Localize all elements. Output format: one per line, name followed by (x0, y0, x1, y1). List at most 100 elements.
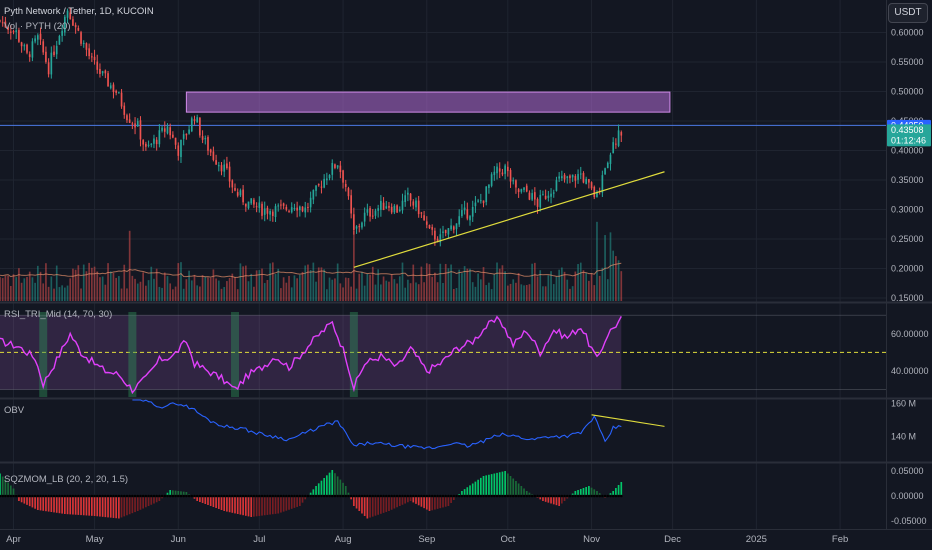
momentum-bar (344, 486, 347, 496)
obv-legend[interactable]: OBV (4, 405, 25, 416)
squeeze-dot (149, 494, 153, 498)
volume-bar (58, 287, 61, 301)
squeeze-dot (249, 494, 253, 498)
squeeze-dot (31, 494, 34, 498)
volume-legend[interactable]: Vol · PYTH (20) (4, 21, 71, 32)
currency-button[interactable]: USDT (888, 3, 928, 23)
squeeze-dot (360, 494, 364, 498)
squeeze-dot (133, 494, 137, 498)
symbol-legend[interactable]: Pyth Network / Tether, 1D, KUCOIN (4, 6, 154, 17)
momentum-bar (442, 496, 444, 508)
squeeze-dot (520, 494, 523, 498)
momentum-bar (563, 496, 566, 501)
momentum-bar (253, 496, 255, 517)
candle-body (177, 145, 180, 156)
volume-bar (20, 282, 23, 301)
candle-body (558, 176, 560, 179)
squeeze-dot (212, 494, 215, 498)
candle-body (555, 180, 558, 191)
momentum-bar (488, 474, 490, 496)
squeeze-legend[interactable]: SQZMOM_LB (20, 2, 20, 1.5) (4, 474, 128, 485)
squeeze-dot (50, 494, 53, 498)
volume-bar (69, 278, 72, 301)
candle-body (585, 178, 588, 184)
squeeze-momentum-pane[interactable] (0, 470, 623, 519)
candle-body (9, 31, 12, 33)
squeeze-dot (147, 494, 150, 498)
squeeze-dot (231, 494, 234, 498)
momentum-bar (172, 490, 174, 496)
momentum-bar (615, 488, 617, 496)
candle-body (504, 165, 506, 174)
momentum-bar (277, 496, 280, 514)
squeeze-dot (349, 494, 353, 498)
candle-body (485, 186, 488, 203)
rsi-legend[interactable]: RSI_TRI_Mid (14, 70, 30) (4, 309, 112, 320)
legend-separator: , (112, 6, 117, 17)
volume-bar (506, 285, 509, 301)
squeeze-dot (144, 494, 148, 498)
candle-body (147, 144, 150, 146)
momentum-bar (239, 496, 242, 515)
price-tick-label: 0.15000 (891, 293, 924, 303)
momentum-bar (336, 476, 339, 496)
squeeze-dot (592, 494, 596, 498)
momentum-bar (547, 496, 550, 503)
momentum-bar (485, 475, 488, 496)
momentum-bar (612, 491, 615, 496)
volume-bar (34, 282, 36, 301)
squeeze-dot (347, 494, 350, 498)
volume-bar (566, 279, 569, 301)
momentum-bar (123, 496, 126, 517)
interval-label: 1D (99, 6, 111, 17)
momentum-bar (377, 496, 380, 515)
squeeze-dot (12, 494, 15, 498)
squeeze-dot (463, 494, 466, 498)
momentum-bar (326, 475, 328, 496)
candle-body (347, 188, 350, 197)
resistance-zone[interactable] (185, 91, 671, 113)
squeeze-dot (584, 494, 588, 498)
candle-body (382, 202, 385, 210)
momentum-bar (242, 496, 244, 516)
momentum-bar (199, 496, 201, 502)
volume-bar (496, 262, 498, 301)
rsi-pane[interactable] (0, 312, 886, 397)
volume-bar (331, 279, 334, 301)
support-trendline[interactable] (353, 171, 665, 268)
volume-bar (490, 289, 493, 301)
squeeze-dot (120, 494, 123, 498)
candle-body (377, 208, 380, 211)
squeeze-dot (95, 494, 99, 498)
momentum-bar (244, 496, 247, 516)
volume-bar (434, 272, 436, 301)
time-axis[interactable]: Apr May Jun Jul Aug Sep Oct Nov Dec 2025 Feb (6, 534, 848, 545)
obv-pane[interactable] (132, 399, 665, 450)
momentum-bar (452, 496, 455, 500)
candle-body (415, 200, 417, 208)
squeeze-dot (106, 494, 110, 498)
obv-divergence-line[interactable] (591, 414, 665, 427)
volume-bar (109, 271, 112, 301)
squeeze-dot (379, 494, 383, 498)
squeeze-dot (428, 494, 431, 498)
volume-bar (307, 264, 309, 301)
volume-bar (155, 268, 158, 301)
price-pane[interactable] (0, 8, 886, 301)
squeeze-dot (506, 494, 510, 498)
squeeze-dot (447, 494, 450, 498)
volume-bar (371, 266, 374, 301)
volume-bar (534, 262, 536, 301)
squeeze-dot (255, 494, 258, 498)
candle-body (407, 192, 409, 195)
squeeze-dot (39, 494, 42, 498)
momentum-bar (115, 496, 117, 519)
momentum-bar (312, 489, 315, 496)
squeeze-dot (374, 494, 377, 498)
volume-bar (444, 263, 447, 301)
candle-body (7, 26, 9, 30)
price-axis[interactable]: 0.600000.550000.500000.450000.400000.350… (891, 27, 924, 303)
momentum-bar (590, 487, 593, 496)
legend-separator: , (94, 6, 99, 17)
